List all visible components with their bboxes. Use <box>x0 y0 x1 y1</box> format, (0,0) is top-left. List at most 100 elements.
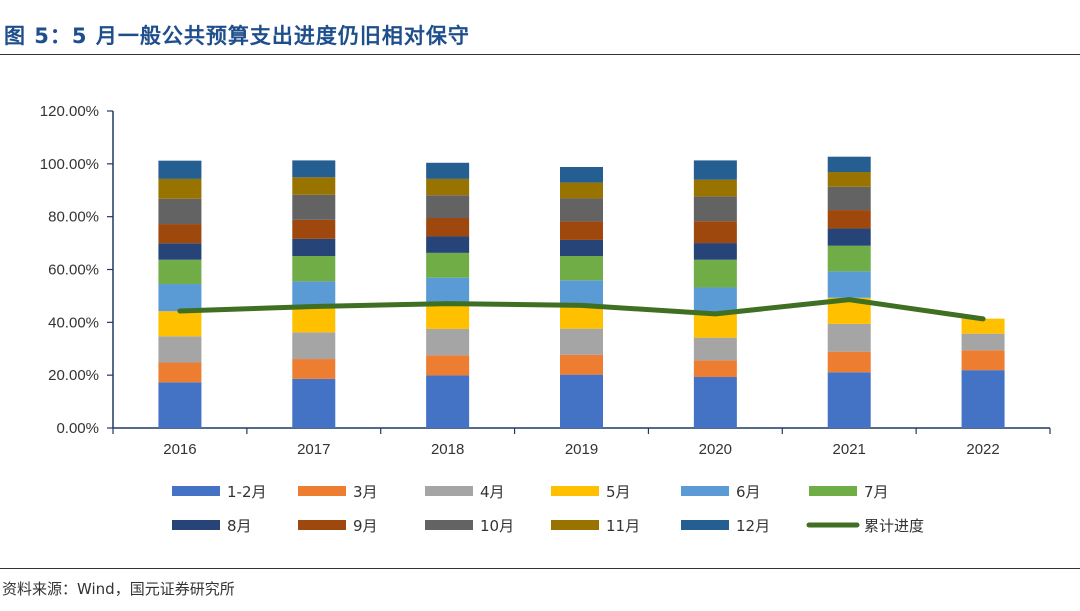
bar-segment-2016-12月 <box>158 160 202 179</box>
legend-label-9月: 9月 <box>353 517 378 535</box>
bar-segment-2018-9月 <box>426 217 470 237</box>
bar-segment-2021-8月 <box>827 228 871 246</box>
bar-segment-2020-1-2月 <box>693 377 737 428</box>
bar-segment-2017-9月 <box>292 219 336 239</box>
bar-segment-2022-1-2月 <box>961 370 1005 428</box>
bar-segment-2017-10月 <box>292 194 336 220</box>
bar-segment-2017-11月 <box>292 177 336 195</box>
legend-label-12月: 12月 <box>736 517 770 535</box>
y-tick-label: 0.00% <box>56 420 99 437</box>
bar-segment-2019-10月 <box>560 198 603 222</box>
bar-segment-2018-3月 <box>426 355 470 376</box>
legend-label-11月: 11月 <box>606 517 640 535</box>
x-tick-label: 2017 <box>297 441 330 458</box>
bar-segment-2018-1-2月 <box>426 375 470 428</box>
bar-segment-2017-5月 <box>292 306 336 333</box>
bar-segment-2019-3月 <box>560 354 603 375</box>
bar-segment-2019-4月 <box>560 328 603 355</box>
legend-swatch-11月 <box>551 520 599 530</box>
legend-swatch-7月 <box>809 486 857 496</box>
bar-segment-2017-1-2月 <box>292 378 336 428</box>
bar-segment-2022-4月 <box>961 333 1005 351</box>
bar-segment-2021-11月 <box>827 172 871 187</box>
legend-label-3月: 3月 <box>353 483 378 501</box>
legend-swatch-4月 <box>425 486 473 496</box>
legend-label-8月: 8月 <box>227 517 252 535</box>
bar-segment-2019-9月 <box>560 221 603 240</box>
legend-label-5月: 5月 <box>606 483 631 501</box>
bar-segment-2019-7月 <box>560 256 603 281</box>
bar-segment-2017-7月 <box>292 256 336 282</box>
stacked-bar-chart: 0.00% 20.00% 40.00% 60.00% 80.00% 100.00% 120.… <box>40 103 1051 535</box>
bar-segment-2021-6月 <box>827 271 871 298</box>
legend-swatch-1-2月 <box>172 486 220 496</box>
bar-segment-2018-7月 <box>426 252 470 278</box>
bar-segment-2020-11月 <box>693 179 737 197</box>
y-tick-label: 40.00% <box>48 314 99 331</box>
bar-segment-2021-9月 <box>827 210 871 229</box>
legend-label-10月: 10月 <box>480 517 514 535</box>
bar-segment-2016-9月 <box>158 224 202 244</box>
bar-segment-2019-5月 <box>560 306 603 329</box>
bar-segment-2021-4月 <box>827 323 871 352</box>
bar-segment-2020-6月 <box>693 287 737 313</box>
legend-swatch-5月 <box>551 486 599 496</box>
legend-label-1-2月: 1-2月 <box>227 483 267 501</box>
title-divider <box>0 54 1080 55</box>
legend-swatch-3月 <box>298 486 346 496</box>
legend-swatch-6月 <box>681 486 729 496</box>
bar-segment-2018-12月 <box>426 162 470 179</box>
x-tick-label: 2021 <box>833 441 866 458</box>
bar-segment-2020-8月 <box>693 243 737 260</box>
y-tick-label: 100.00% <box>40 156 99 173</box>
source-note: 资料来源：Wind，国元证券研究所 <box>2 580 235 598</box>
legend-label-6月: 6月 <box>736 483 761 501</box>
bar-segment-2022-3月 <box>961 350 1005 371</box>
bar-segment-2018-6月 <box>426 277 470 304</box>
bar-segment-2019-12月 <box>560 167 603 183</box>
x-tick-label: 2019 <box>565 441 598 458</box>
x-tick-label: 2020 <box>699 441 732 458</box>
bar-segment-2018-11月 <box>426 178 470 196</box>
bar-segment-2019-6月 <box>560 280 603 307</box>
y-tick-label: 120.00% <box>40 103 99 120</box>
bar-segment-2021-10月 <box>827 186 871 211</box>
x-tick-label: 2022 <box>966 441 999 458</box>
chart-title: 图 5：5 月一般公共预算支出进度仍旧相对保守 <box>4 24 470 48</box>
y-tick-label: 20.00% <box>48 367 99 384</box>
bar-segment-2017-8月 <box>292 238 336 257</box>
bar-segment-2017-4月 <box>292 332 336 360</box>
legend-swatch-12月 <box>681 520 729 530</box>
legend-label-累计进度: 累计进度 <box>864 517 924 535</box>
bar-segment-2016-11月 <box>158 178 202 199</box>
bar-segment-2017-3月 <box>292 359 336 379</box>
bar-segment-2021-7月 <box>827 245 871 272</box>
legend-swatch-10月 <box>425 520 473 530</box>
x-tick-label: 2018 <box>431 441 464 458</box>
bar-segment-2016-5月 <box>158 311 202 337</box>
bar-segment-2016-3月 <box>158 362 202 383</box>
bar-segment-2016-1-2月 <box>158 382 202 428</box>
x-tick-label: 2016 <box>163 441 196 458</box>
bar-segment-2016-8月 <box>158 243 202 260</box>
bar-segment-2019-8月 <box>560 239 603 257</box>
bar-segment-2018-8月 <box>426 236 470 253</box>
y-tick-label: 80.00% <box>48 209 99 226</box>
bar-segment-2021-3月 <box>827 351 871 373</box>
bar-segment-2016-7月 <box>158 259 202 285</box>
bar-segment-2020-12月 <box>693 160 737 180</box>
footer-divider <box>0 568 1080 569</box>
bar-segment-2020-9月 <box>693 221 737 244</box>
bar-segment-2020-3月 <box>693 360 737 378</box>
bar-segment-2022-5月 <box>961 318 1005 334</box>
bar-segment-2017-12月 <box>292 160 336 178</box>
bar-segment-2018-4月 <box>426 328 470 356</box>
bar-segment-2016-4月 <box>158 336 202 363</box>
legend-swatch-8月 <box>172 520 220 530</box>
bar-segment-2016-6月 <box>158 284 202 312</box>
bar-segment-2020-7月 <box>693 259 737 288</box>
bar-segment-2021-12月 <box>827 156 871 173</box>
bar-segment-2020-10月 <box>693 196 737 222</box>
legend-swatch-9月 <box>298 520 346 530</box>
bar-segment-2018-10月 <box>426 195 470 218</box>
